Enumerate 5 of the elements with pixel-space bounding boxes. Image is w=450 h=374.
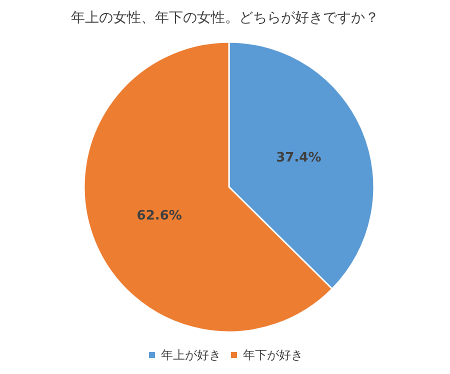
legend-label: 年下が好き <box>243 348 303 362</box>
data-label: 37.4% <box>276 150 322 166</box>
data-label: 62.6% <box>136 208 182 224</box>
chart-title: 年上の女性、年下の女性。どちらが好きですか？ <box>71 10 379 26</box>
legend-label: 年上が好き <box>161 348 221 362</box>
